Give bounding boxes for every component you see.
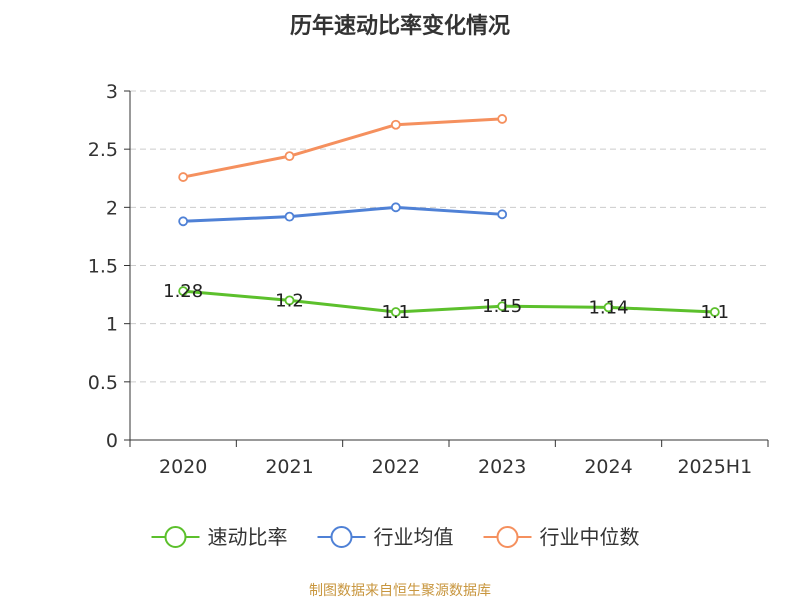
y-tick-label: 3 xyxy=(106,81,118,103)
legend-item-2: 行业均值 xyxy=(317,525,454,549)
data-label: 1.1 xyxy=(701,302,730,323)
y-tick-label: 2 xyxy=(106,197,118,219)
legend-label: 行业均值 xyxy=(374,525,454,549)
data-label: 1.2 xyxy=(275,290,304,311)
data-label: 1.14 xyxy=(588,297,628,318)
data-point xyxy=(284,151,295,162)
y-tick-label: 1 xyxy=(106,314,118,336)
series-line xyxy=(183,205,503,223)
data-point xyxy=(709,307,720,317)
data-point xyxy=(284,211,295,222)
y-tick-label: 2.5 xyxy=(88,139,118,161)
grid-lines xyxy=(130,90,768,383)
series-line xyxy=(183,289,715,314)
data-point xyxy=(284,295,295,306)
data-point xyxy=(497,301,508,312)
data-point xyxy=(497,209,508,220)
series-layer: 1.28 1.2 1.1 1.15 1.14 1.1 xyxy=(163,114,729,323)
legend-item-1: 速动比率 xyxy=(151,525,288,549)
legend-label: 速动比率 xyxy=(208,525,288,549)
legend-marker xyxy=(496,526,519,548)
data-point xyxy=(178,172,189,182)
series-line xyxy=(182,117,503,179)
series-2 xyxy=(178,202,508,227)
y-axis: 0 0.5 1 1.5 2 2.5 3 xyxy=(88,81,131,452)
legend-label: 行业中位数 xyxy=(540,525,640,549)
data-point xyxy=(390,119,401,130)
legend: 速动比率 行业均值 行业中位数 xyxy=(151,525,640,549)
data-point xyxy=(390,202,401,213)
x-tick-label: 2025H1 xyxy=(677,456,752,478)
legend-marker xyxy=(164,526,187,548)
x-tick-label: 2021 xyxy=(265,456,313,478)
x-tick-label: 2024 xyxy=(584,456,632,478)
x-tick-label: 2020 xyxy=(159,456,207,478)
legend-item-3: 行业中位数 xyxy=(483,525,640,549)
series-3 xyxy=(178,114,508,182)
data-point xyxy=(390,307,401,317)
data-point xyxy=(603,302,614,313)
data-label: 1.15 xyxy=(482,296,522,317)
y-tick-label: 1.5 xyxy=(88,256,118,278)
data-point xyxy=(497,114,508,124)
data-point xyxy=(178,286,189,296)
chart-title: 历年速动比率变化情况 xyxy=(290,13,510,39)
data-point xyxy=(178,216,189,227)
x-tick-label: 2022 xyxy=(372,456,420,478)
legend-marker xyxy=(330,526,353,548)
data-label: 1.28 xyxy=(163,281,203,302)
y-tick-label: 0.5 xyxy=(88,372,118,394)
x-axis: 2020 2021 2022 2023 2024 2025H1 xyxy=(129,439,769,478)
x-tick-label: 2023 xyxy=(478,456,526,478)
y-tick-label: 0 xyxy=(106,430,118,452)
series-1: 1.28 1.2 1.1 1.15 1.14 1.1 xyxy=(163,281,729,323)
source-note: 制图数据来自恒生聚源数据库 xyxy=(309,583,491,599)
data-label: 1.1 xyxy=(382,302,411,323)
